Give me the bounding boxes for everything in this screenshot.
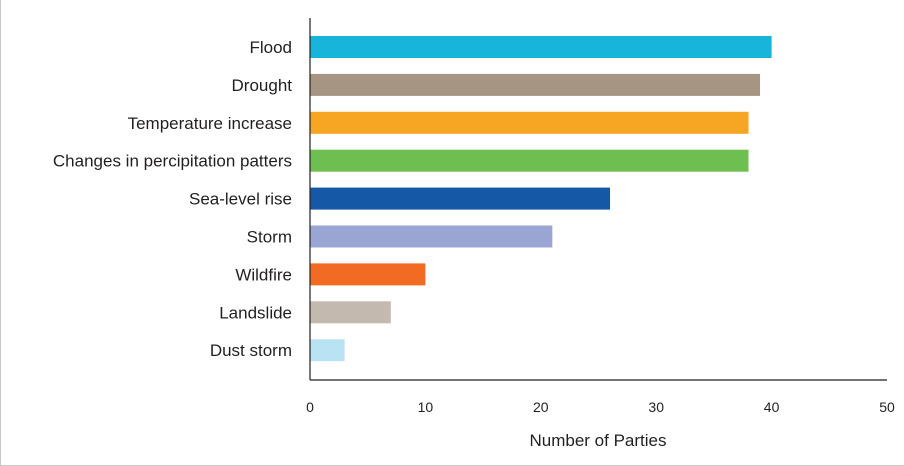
axes-group bbox=[309, 18, 887, 381]
bar-changes-in-percipitation-patters bbox=[310, 149, 749, 172]
x-tick-label: 30 bbox=[648, 399, 664, 415]
x-tick-labels: 0 10 20 30 40 50 bbox=[306, 399, 895, 415]
category-label: Sea-level rise bbox=[189, 190, 292, 209]
category-labels: Flood Drought Temperature increase Changes … bbox=[53, 38, 292, 360]
category-label: Landslide bbox=[219, 303, 292, 322]
x-tick-label: 20 bbox=[533, 399, 549, 415]
bar-flood bbox=[310, 36, 772, 58]
bar-drought bbox=[310, 73, 761, 96]
x-tick-label: 10 bbox=[418, 399, 434, 415]
category-label: Temperature increase bbox=[128, 114, 292, 133]
category-label: Drought bbox=[232, 76, 293, 95]
x-tick-label: 0 bbox=[306, 399, 314, 415]
x-axis-title: Number of Parties bbox=[530, 431, 667, 450]
category-label: Dust storm bbox=[210, 341, 292, 360]
bar-temperature-increase bbox=[310, 111, 749, 134]
bar-landslide bbox=[310, 301, 391, 324]
category-label: Storm bbox=[247, 228, 292, 247]
bar-storm bbox=[310, 225, 553, 248]
bar-dust-storm bbox=[310, 339, 345, 362]
bar-wildfire bbox=[310, 263, 426, 286]
x-tick-label: 50 bbox=[879, 399, 895, 415]
x-tick-label: 40 bbox=[764, 399, 780, 415]
category-label: Changes in percipitation patters bbox=[53, 152, 292, 171]
category-label: Flood bbox=[249, 38, 292, 57]
bars-group bbox=[310, 36, 772, 362]
category-label: Wildfire bbox=[235, 265, 292, 284]
bar-sea-level-rise bbox=[310, 187, 611, 210]
